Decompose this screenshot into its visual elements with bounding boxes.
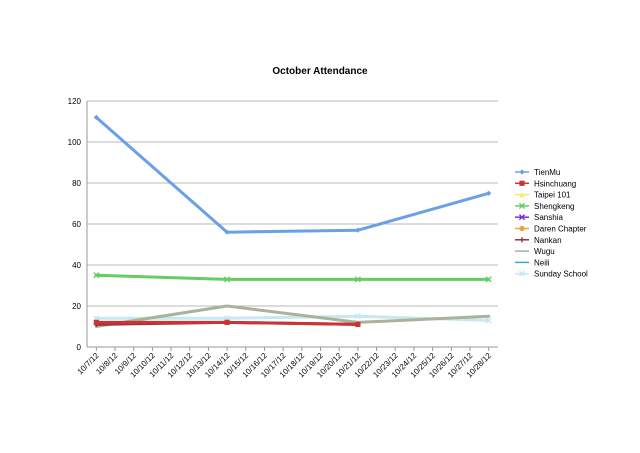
data-point-hsinchuang [93,319,99,325]
y-tick-label: 120 [68,97,82,106]
data-point-shengkeng [93,272,100,279]
legend: TienMu Hsinchuang Taipei 101 Shengkeng Sansh… [515,168,588,279]
legend-entry-sanshia: Sanshia [515,213,563,222]
y-tick-label: 60 [72,220,81,229]
legend-marker [519,169,525,175]
legend-label: Wugu [534,247,555,256]
legend-entry-nankan: Nankan [515,236,562,245]
data-point-sunday-school [354,313,361,320]
legend-label: Hsinchuang [534,179,576,188]
series-wugu [94,304,491,328]
y-axis-ticks: 0 20 40 60 80 100 120 [68,97,82,352]
legend-label: Nankan [534,236,562,245]
legend-marker [518,270,526,277]
data-point-tienmu [93,114,99,120]
data-point-tienmu [355,227,361,233]
legend-entry-tienmu: TienMu [515,168,560,177]
data-point-hsinchuang [224,319,230,325]
series-shengkeng [93,272,492,283]
data-point-hsinchuang [355,321,361,328]
legend-marker [518,214,526,221]
y-tick-label: 20 [72,302,81,311]
legend-label: Sanshia [534,213,563,222]
legend-label: Daren Chapter [534,225,587,234]
y-tick-label: 0 [77,343,82,352]
axes [86,101,498,348]
legend-marker [518,202,526,209]
series-line-wugu [94,304,491,328]
x-axis-ticks: 10/7/1210/8/1210/9/1210/10/1210/11/1210/… [76,347,493,379]
legend-entry-sunday-school: Sunday School [515,270,588,279]
legend-entry-hsinchuang: Hsinchuang [515,179,576,188]
legend-marker [519,180,525,186]
y-tick-label: 80 [72,179,81,188]
legend-label: Sunday School [534,270,588,279]
legend-label: Shengkeng [534,202,574,211]
legend-entry-wugu: Wugu [515,247,555,256]
chart-title: October Attendance [272,66,368,77]
data-point-shengkeng [224,276,231,283]
series-hsinchuang [93,319,361,328]
legend-entry-shengkeng: Shengkeng [515,202,574,211]
data-point-tienmu [486,190,492,196]
series-line-tienmu [94,115,491,234]
data-point-shengkeng [354,276,361,283]
legend-entry-daren-chapter: Daren Chapter [515,225,587,234]
series-tienmu [93,114,492,235]
y-tick-label: 40 [72,261,81,270]
y-tick-label: 100 [68,138,82,147]
legend-label: Neili [534,258,550,267]
legend-entry-taipei-101: Taipei 101 [515,191,571,200]
legend-entry-neili: Neili [515,258,550,267]
series-layer [93,114,492,328]
data-point-tienmu [224,229,230,235]
data-point-sunday-school [485,317,492,324]
series-line-shengkeng [94,273,491,281]
legend-label: Taipei 101 [534,191,571,200]
legend-marker [519,192,525,198]
data-point-shengkeng [485,276,492,283]
grid-lines [87,100,498,348]
legend-marker [519,225,525,232]
legend-label: TienMu [534,168,560,177]
legend-marker [519,237,525,243]
